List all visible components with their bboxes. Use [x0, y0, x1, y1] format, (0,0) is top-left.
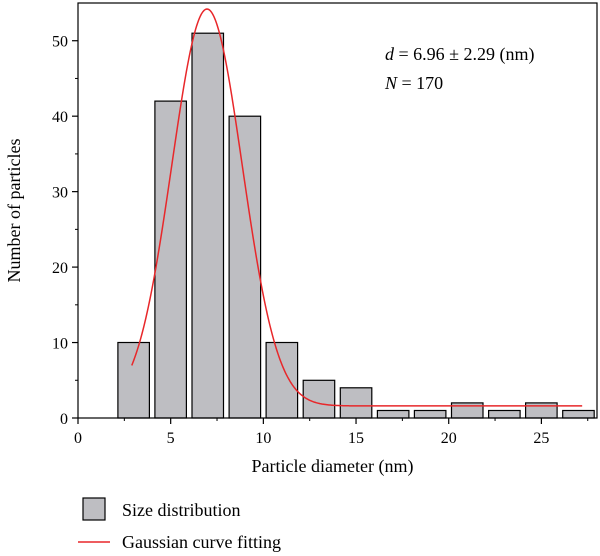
- annotation-sample-count: N = 170: [384, 73, 443, 93]
- bar-7: [191, 32, 225, 419]
- x-tick-label-25: 25: [533, 430, 549, 447]
- bar-11: [265, 341, 299, 419]
- legend-swatch-size-distribution: [82, 497, 106, 521]
- x-axis-title: Particle diameter (nm): [252, 456, 414, 477]
- bar-15: [339, 387, 373, 419]
- legend-label-size-distribution: Size distribution: [122, 500, 241, 520]
- bar-9: [228, 115, 262, 419]
- bars-group: [117, 32, 595, 419]
- bar-3: [117, 341, 151, 419]
- x-tick-label-0: 0: [74, 430, 82, 447]
- y-tick-label-10: 10: [52, 336, 68, 353]
- y-tick-label-30: 30: [52, 185, 68, 202]
- gaussian-fit-curve: [131, 8, 583, 407]
- y-tick-label-50: 50: [52, 34, 68, 51]
- y-axis-title: Number of particles: [4, 139, 24, 283]
- x-tick-label-15: 15: [348, 430, 364, 447]
- bar-23: [488, 409, 521, 419]
- bar-5: [154, 100, 187, 419]
- x-axis-ticks: 0 5 10 15 20 25: [74, 418, 589, 447]
- plot-area: [117, 8, 595, 419]
- plot-frame: [77, 2, 598, 419]
- bar-21: [450, 402, 484, 419]
- bar-19: [413, 409, 447, 419]
- y-tick-label-20: 20: [52, 260, 68, 277]
- legend-label-gaussian-fit: Gaussian curve fitting: [122, 532, 281, 552]
- x-tick-label-10: 10: [255, 430, 271, 447]
- y-tick-label-0: 0: [60, 411, 68, 428]
- annotation-sample-count-var: N: [384, 73, 398, 93]
- y-axis-ticks: 0 10 20 30 40 50: [52, 34, 78, 428]
- annotation-mean-diameter-var: d: [385, 44, 395, 64]
- x-tick-label-20: 20: [441, 430, 457, 447]
- bar-25: [524, 402, 558, 419]
- x-tick-label-5: 5: [167, 430, 175, 447]
- annotation-mean-diameter-value: = 6.96 ± 2.29 (nm): [394, 44, 535, 65]
- annotation-sample-count-value: = 170: [397, 73, 443, 93]
- legend: Size distribution Gaussian curve fitting: [78, 497, 281, 552]
- bar-17: [376, 409, 410, 419]
- annotation-mean-diameter: d = 6.96 ± 2.29 (nm): [385, 44, 535, 65]
- y-tick-label-40: 40: [52, 109, 68, 126]
- bar-27: [562, 409, 595, 419]
